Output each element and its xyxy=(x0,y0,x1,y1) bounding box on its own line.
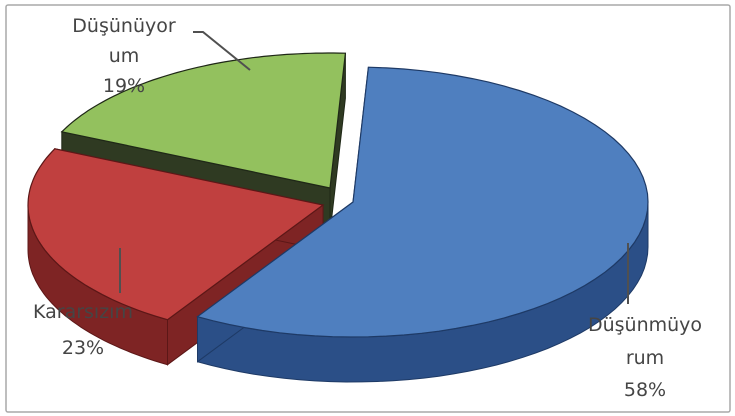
label-dusunuyorum: Düşünüyor um 19% xyxy=(72,15,176,97)
pie-slice-dusunmuyorum xyxy=(196,66,649,383)
slice-top-dusunmuyorum xyxy=(196,66,649,338)
pie-slices xyxy=(27,52,649,383)
slice-value-label: 23% xyxy=(62,337,104,359)
label-kararsizim: Kararsızım 23% xyxy=(33,301,133,359)
label-dusunmuyorum: Düşünmüyo rum 58% xyxy=(588,314,702,401)
slice-value-label: 19% xyxy=(103,75,145,97)
slice-label-line: Düşünüyor xyxy=(72,15,176,37)
slice-label-line: rum xyxy=(626,347,664,369)
slice-label-line: Kararsızım xyxy=(33,301,133,323)
slice-label-line: um xyxy=(109,45,140,67)
leader-line-dusunuyorum xyxy=(193,31,251,71)
slice-value-label: 58% xyxy=(624,379,666,401)
slice-top-dusunuyorum xyxy=(60,52,347,189)
slice-top-kararsizim xyxy=(27,148,325,321)
slice-label-line: Düşünmüyo xyxy=(588,314,702,336)
